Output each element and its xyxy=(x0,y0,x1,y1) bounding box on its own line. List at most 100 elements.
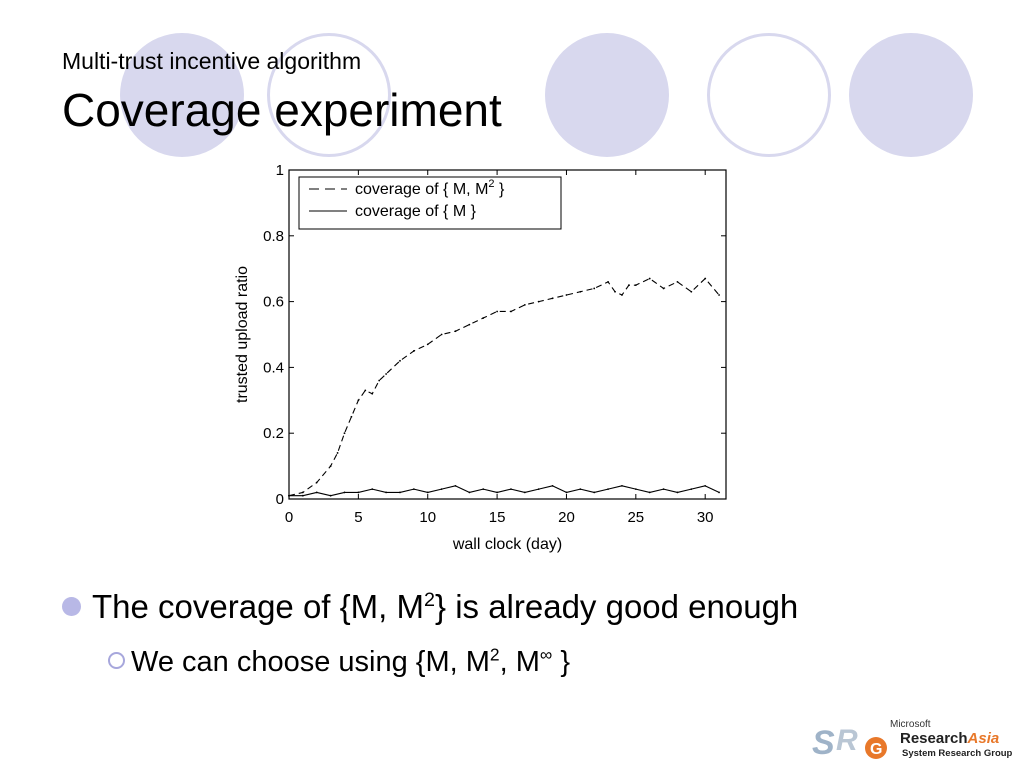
x-axis-label: wall clock (day) xyxy=(452,536,562,553)
series-2-point xyxy=(315,491,318,494)
series-2-point xyxy=(634,488,637,491)
series-2-point xyxy=(496,491,498,494)
series-1-point xyxy=(634,284,637,287)
decor-circle-2 xyxy=(545,33,669,157)
svg-text:R: R xyxy=(836,724,858,757)
series-2-point xyxy=(690,488,693,491)
series-1-point xyxy=(718,294,720,296)
series-2-point xyxy=(565,491,568,494)
series-1-point xyxy=(371,392,374,395)
y-tick-label: 0.2 xyxy=(263,425,284,442)
logo-asia-word: Asia xyxy=(967,730,1000,747)
bullet-2: We can choose using {M, M2, M∞ } xyxy=(108,646,570,679)
logo-microsoft: Microsoft xyxy=(890,719,931,730)
x-tick-label: 20 xyxy=(558,509,575,526)
series-1-point xyxy=(662,287,665,290)
series-1-point xyxy=(468,323,471,326)
decor-ring-1 xyxy=(267,33,391,157)
series-2-point xyxy=(357,491,360,494)
legend-text-1: coverage of { M, M xyxy=(355,181,488,198)
legend-text-2: coverage of { M } xyxy=(355,203,477,220)
series-1-point xyxy=(565,294,568,296)
series-line-2 xyxy=(289,485,720,497)
bullet-2-sup-infinity: ∞ xyxy=(539,644,553,665)
bullet-1: The coverage of {M, M2} is already good … xyxy=(62,588,798,626)
series-1-point xyxy=(579,290,582,293)
bullet-2-text-end: } xyxy=(552,646,571,678)
y-axis-label: trusted upload ratio xyxy=(234,266,251,403)
bullet-2-text: We can choose using {M, M xyxy=(131,646,490,678)
sub-bullet-ring-icon xyxy=(108,651,125,669)
series-1-point xyxy=(607,280,609,283)
series-2-point xyxy=(343,491,346,494)
msra-srg-logo: S R G Microsoft ResearchAsia System Rese… xyxy=(812,719,1013,762)
legend-post-1: } xyxy=(495,181,505,198)
series-1-point xyxy=(627,284,630,287)
y-tick-label: 0.4 xyxy=(263,359,284,376)
series-1-point xyxy=(537,300,540,303)
slide-title: Coverage experiment xyxy=(62,84,502,136)
series-1-point xyxy=(440,333,443,336)
series-2-point xyxy=(718,491,720,494)
series-2-point xyxy=(648,491,651,494)
y-tick-label: 1 xyxy=(276,162,284,179)
bullet-2-sup: 2 xyxy=(489,644,500,665)
series-1-point xyxy=(551,297,554,300)
series-2-point xyxy=(551,484,554,487)
series-1-point xyxy=(336,452,339,454)
logo-subtitle: System Research Group xyxy=(902,748,1013,759)
series-2-point xyxy=(510,488,512,491)
series-1-point xyxy=(614,290,616,293)
x-tick-label: 0 xyxy=(285,509,293,526)
series-1-point xyxy=(482,317,485,319)
series-1-point xyxy=(523,303,526,306)
decor-ring-2 xyxy=(707,33,831,157)
series-2-point xyxy=(454,484,457,487)
series-1-point xyxy=(704,277,707,280)
series-2-point xyxy=(607,488,609,491)
series-2-point xyxy=(426,491,429,494)
series-1-point xyxy=(399,359,401,362)
series-1-point xyxy=(357,399,360,402)
legend-label-2: coverage of { M } xyxy=(355,203,477,220)
series-2-point xyxy=(440,488,443,491)
logo-research-word: Research xyxy=(900,730,968,747)
series-1-point xyxy=(315,481,318,484)
decor-circle-3 xyxy=(849,33,973,157)
svg-text:S: S xyxy=(812,724,835,762)
series-2-point xyxy=(523,491,526,494)
series-2-point xyxy=(371,488,374,491)
y-tick-label: 0.8 xyxy=(263,228,284,245)
series-1-point xyxy=(329,465,332,467)
svg-text:G: G xyxy=(870,741,882,758)
series-2-point xyxy=(537,488,540,491)
plot-frame xyxy=(288,169,727,500)
series-2-point xyxy=(288,494,290,497)
series-1-point xyxy=(378,379,381,382)
series-2-point xyxy=(301,494,304,497)
series-2-point xyxy=(593,491,596,494)
series-1-point xyxy=(621,294,623,296)
series-1-point xyxy=(412,350,415,352)
legend-sup-1: 2 xyxy=(488,178,494,190)
x-tick-label: 5 xyxy=(354,509,362,526)
series-2-point xyxy=(385,491,388,494)
series-1-point xyxy=(690,290,693,293)
logo-research: ResearchAsia xyxy=(900,730,999,747)
x-tick-label: 10 xyxy=(419,509,436,526)
y-tick-label: 0.6 xyxy=(263,294,284,311)
bullet-1-text-end: } is already good enough xyxy=(435,588,799,625)
series-1-point xyxy=(648,277,651,280)
series-2-point xyxy=(704,484,707,487)
legend-label-1: coverage of { M, M2 } xyxy=(355,178,505,198)
series-2-point xyxy=(329,494,332,497)
series-2-point xyxy=(662,488,665,491)
series-1-point xyxy=(364,389,367,392)
series-2-point xyxy=(621,484,623,487)
y-tick-label: 0 xyxy=(276,491,284,508)
series-2-point xyxy=(399,491,401,494)
decor-circle-1 xyxy=(120,33,244,157)
srg-logo-icon: S R G xyxy=(812,724,887,762)
series-1-point xyxy=(676,280,679,283)
